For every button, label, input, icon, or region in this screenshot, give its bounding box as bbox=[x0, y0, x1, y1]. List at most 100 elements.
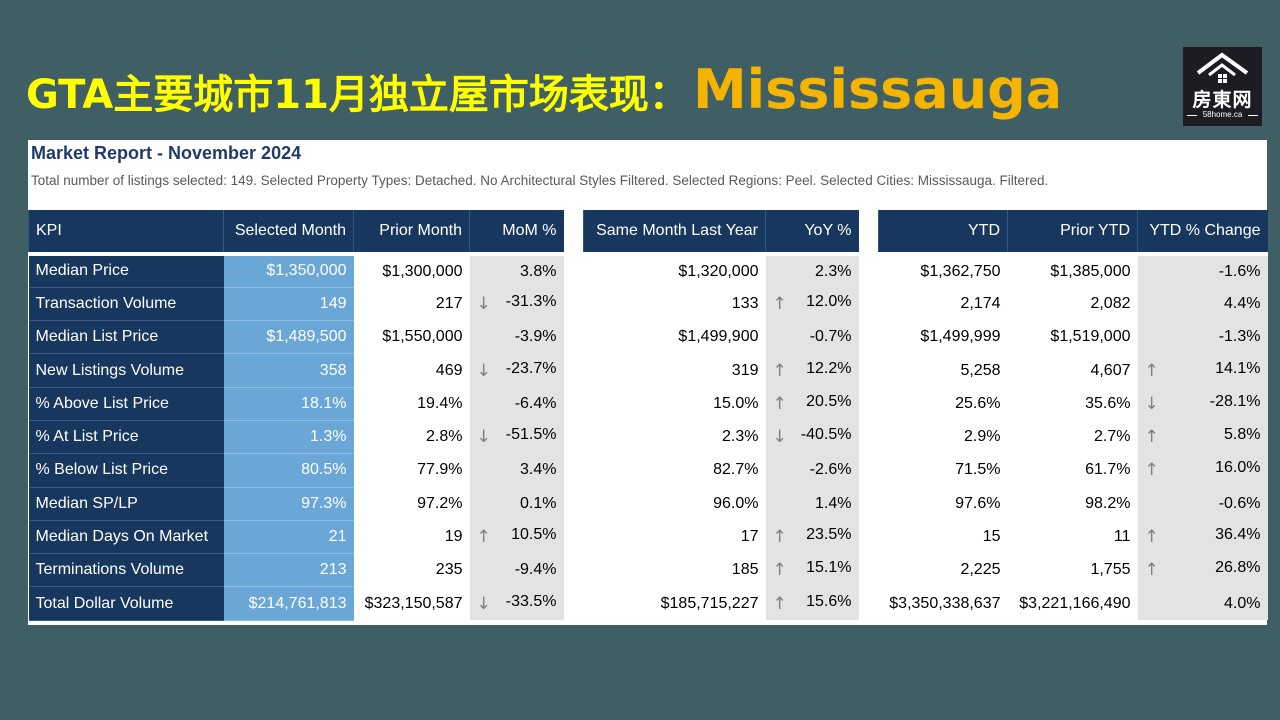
table-row: Median List Price $1,489,500 $1,550,000 -3.… bbox=[28, 320, 1268, 355]
yoy-pct-value: -0.7% bbox=[765, 320, 859, 354]
market-report-panel: Market Report - November 2024 Total numb… bbox=[28, 140, 1268, 625]
arrow-up-icon: ↑ bbox=[1144, 527, 1159, 548]
prior-ytd-value: $1,385,000 bbox=[1007, 254, 1138, 288]
selected-month-value: $214,761,813 bbox=[223, 586, 354, 621]
kpi-label: % At List Price bbox=[28, 420, 224, 455]
cell-value: -1.3% bbox=[1218, 328, 1261, 346]
column-gap bbox=[858, 487, 879, 521]
cell-value: -2.6% bbox=[809, 461, 852, 479]
last-year-value: 17 bbox=[583, 520, 766, 554]
column-gap bbox=[563, 353, 584, 388]
arrow-up-icon: ↑ bbox=[772, 293, 787, 314]
column-gap bbox=[563, 487, 584, 521]
prior-ytd-value: $3,221,166,490 bbox=[1007, 586, 1138, 621]
kpi-label: Median Days On Market bbox=[28, 520, 224, 555]
column-header: Prior YTD bbox=[1007, 210, 1138, 254]
column-header: Same Month Last Year bbox=[583, 210, 766, 254]
arrow-up-icon: ↑ bbox=[1144, 460, 1159, 481]
ytd-change-value: -0.6% bbox=[1137, 487, 1268, 521]
prior-ytd-value: 35.6% bbox=[1007, 387, 1138, 421]
column-gap bbox=[858, 210, 879, 254]
house-roof-icon bbox=[1196, 52, 1249, 83]
selected-month-value: $1,350,000 bbox=[223, 254, 354, 288]
column-header: YTD bbox=[878, 210, 1008, 254]
ytd-value: 15 bbox=[878, 520, 1008, 554]
table-row: % At List Price 1.3% 2.8% ↓ -51.5% 2.3% ↓ -40.5… bbox=[28, 420, 1268, 455]
column-gap bbox=[858, 353, 879, 388]
prior-ytd-value: 61.7% bbox=[1007, 453, 1138, 488]
table-row: % Above List Price 18.1% 19.4% -6.4% 15.0% ↑ 2… bbox=[28, 387, 1268, 421]
last-year-value: 15.0% bbox=[583, 387, 766, 421]
cell-value: 0.1% bbox=[520, 494, 557, 512]
arrow-down-icon: ↓ bbox=[772, 427, 787, 448]
report-description: Total number of listings selected: 149. … bbox=[31, 173, 1049, 188]
cell-value: 23.5% bbox=[806, 526, 852, 544]
arrow-down-icon: ↓ bbox=[1144, 393, 1159, 414]
ytd-change-value: -1.3% bbox=[1137, 320, 1268, 354]
prior-ytd-value: $1,519,000 bbox=[1007, 320, 1138, 354]
cell-value: 20.5% bbox=[806, 392, 852, 410]
mom-pct-value: -3.9% bbox=[469, 320, 564, 354]
cell-value: 15.1% bbox=[806, 559, 852, 577]
cell-value: 10.5% bbox=[511, 526, 557, 544]
cell-value: -23.7% bbox=[505, 359, 557, 377]
table-row: Terminations Volume 213 235 -9.4% 185 ↑ 15.1% 2… bbox=[28, 553, 1268, 588]
yoy-pct-value: ↓ -40.5% bbox=[765, 420, 859, 454]
table-row: Median SP/LP 97.3% 97.2% 0.1% 96.0% 1.4% 97.6%… bbox=[28, 487, 1268, 521]
kpi-label: % Below List Price bbox=[28, 453, 224, 488]
table-row: Transaction Volume 149 217 ↓ -31.3% 133 ↑ 12.0%… bbox=[28, 287, 1268, 322]
arrow-up-icon: ↑ bbox=[772, 593, 787, 614]
cell-value: 26.8% bbox=[1215, 559, 1261, 577]
column-gap bbox=[563, 387, 584, 421]
selected-month-value: 18.1% bbox=[223, 387, 354, 421]
cell-value: -40.5% bbox=[800, 426, 852, 444]
kpi-label: Transaction Volume bbox=[28, 287, 224, 322]
arrow-up-icon: ↑ bbox=[1144, 560, 1159, 581]
cell-value: 4.0% bbox=[1224, 594, 1261, 612]
cell-value: 16.0% bbox=[1215, 459, 1261, 477]
arrow-up-icon: ↑ bbox=[1144, 427, 1159, 448]
column-gap bbox=[563, 287, 584, 321]
kpi-label: Terminations Volume bbox=[28, 553, 224, 588]
yoy-pct-value: -2.6% bbox=[765, 453, 859, 488]
ytd-value: 5,258 bbox=[878, 353, 1008, 388]
kpi-label: New Listings Volume bbox=[28, 353, 224, 388]
yoy-pct-value: ↑ 23.5% bbox=[765, 520, 859, 554]
arrow-down-icon: ↓ bbox=[476, 293, 491, 314]
cell-value: -51.5% bbox=[505, 426, 557, 444]
last-year-value: $1,499,900 bbox=[583, 320, 766, 354]
table-header-row: KPI Selected Month Prior Month MoM % Sam… bbox=[28, 210, 1268, 254]
cell-value: 36.4% bbox=[1215, 526, 1261, 544]
kpi-label: % Above List Price bbox=[28, 387, 224, 421]
column-gap bbox=[858, 420, 879, 454]
prior-month-value: $1,300,000 bbox=[353, 254, 470, 288]
prior-ytd-value: 4,607 bbox=[1007, 353, 1138, 388]
arrow-down-icon: ↓ bbox=[476, 427, 491, 448]
cell-value: 4.4% bbox=[1224, 294, 1261, 312]
last-year-value: 185 bbox=[583, 553, 766, 587]
last-year-value: $1,320,000 bbox=[583, 254, 766, 288]
column-gap bbox=[563, 210, 584, 254]
logo-text: 房東网 bbox=[1192, 89, 1253, 111]
ytd-change-value: -1.6% bbox=[1137, 254, 1268, 288]
table-row: % Below List Price 80.5% 77.9% 3.4% 82.7% -2.… bbox=[28, 453, 1268, 488]
last-year-value: 319 bbox=[583, 353, 766, 388]
cell-value: -31.3% bbox=[505, 292, 557, 310]
prior-month-value: 19 bbox=[353, 520, 470, 554]
column-header: MoM % bbox=[469, 210, 564, 254]
report-title: Market Report - November 2024 bbox=[31, 143, 302, 163]
selected-month-value: 80.5% bbox=[223, 453, 354, 488]
column-gap bbox=[563, 453, 584, 488]
column-gap bbox=[858, 586, 879, 621]
mom-pct-value: ↑ 10.5% bbox=[469, 520, 564, 554]
title-city: Mississauga bbox=[692, 58, 1063, 121]
arrow-up-icon: ↑ bbox=[772, 560, 787, 581]
column-gap bbox=[563, 320, 584, 354]
arrow-down-icon: ↓ bbox=[476, 360, 491, 381]
column-header: YTD % Change bbox=[1137, 210, 1268, 254]
cell-value: 3.8% bbox=[520, 262, 557, 280]
prior-ytd-value: 2,082 bbox=[1007, 287, 1138, 321]
arrow-up-icon: ↑ bbox=[772, 527, 787, 548]
mom-pct-value: -6.4% bbox=[469, 387, 564, 421]
brand-logo: 房東网 58home.ca bbox=[1183, 47, 1262, 126]
